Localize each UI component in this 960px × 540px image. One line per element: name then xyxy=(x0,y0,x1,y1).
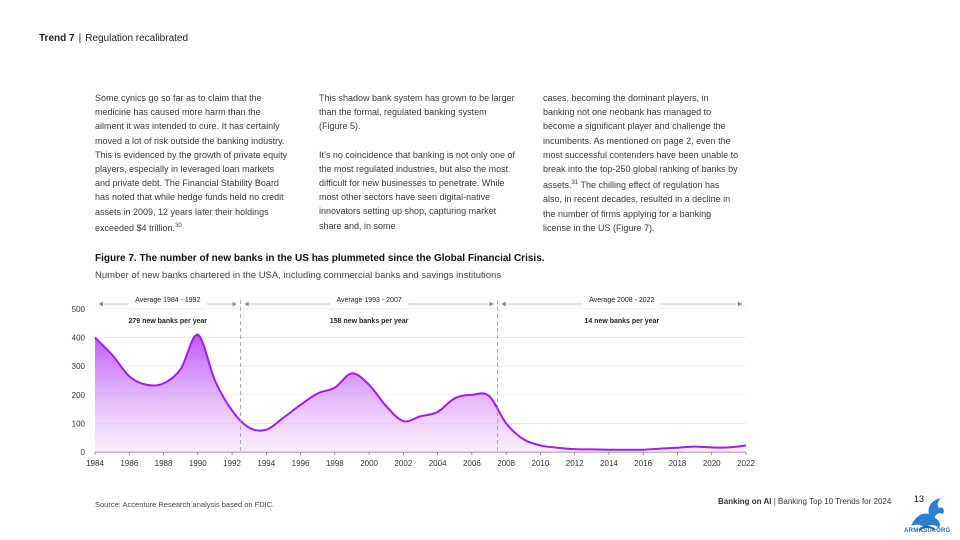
x-tick-label: 2022 xyxy=(737,459,755,468)
x-tick-label: 1988 xyxy=(155,459,173,468)
figure-subtitle: Number of new banks chartered in the USA… xyxy=(95,270,502,281)
footnote-30: 30 xyxy=(175,222,182,229)
col1-text: Some cynics go so far as to claim that t… xyxy=(95,93,288,233)
trend-label: Trend 7 xyxy=(39,33,75,44)
footer-doc-title: Banking Top 10 Trends for 2024 xyxy=(778,497,892,506)
page-header: Trend 7 | Regulation recalibrated xyxy=(39,33,188,44)
x-tick-label: 1990 xyxy=(189,459,207,468)
period-label-bg xyxy=(582,295,661,305)
period-arrow-left xyxy=(99,301,103,307)
period-average-value: 14 new banks per year xyxy=(584,318,659,325)
period-label: Average 2008 - 2022 xyxy=(589,297,654,304)
y-tick-label: 400 xyxy=(72,334,86,343)
x-tick-label: 1986 xyxy=(120,459,138,468)
x-tick-label: 2006 xyxy=(463,459,481,468)
text-column-2: This shadow bank system has grown to be … xyxy=(319,91,515,249)
footer: Banking on AI | Banking Top 10 Trends fo… xyxy=(718,497,891,506)
x-tick-label: 2002 xyxy=(394,459,412,468)
x-tick-label: 1996 xyxy=(292,459,310,468)
dragon-logo-icon xyxy=(911,498,944,531)
period-label: Average 1984 - 1992 xyxy=(135,297,200,304)
period-arrow-right xyxy=(738,301,742,307)
y-tick-label: 300 xyxy=(72,362,86,371)
figure-title: Figure 7. The number of new banks in the… xyxy=(95,253,545,264)
period-arrow-right xyxy=(232,301,237,307)
period-label-bg xyxy=(128,295,208,305)
trend-title: Regulation recalibrated xyxy=(85,33,189,44)
x-tick-label: 2016 xyxy=(634,459,652,468)
y-tick-label: 100 xyxy=(72,419,86,428)
text-column-1: Some cynics go so far as to claim that t… xyxy=(95,91,291,249)
x-tick-label: 1998 xyxy=(326,459,344,468)
period-arrow-left xyxy=(244,301,249,307)
x-tick-label: 2008 xyxy=(497,459,515,468)
y-tick-label: 500 xyxy=(72,305,86,314)
series-area xyxy=(95,334,746,452)
period-label: Average 1993 - 2007 xyxy=(336,297,401,304)
x-tick-label: 2020 xyxy=(703,459,721,468)
x-tick-label: 2018 xyxy=(669,459,687,468)
col3-text-a: cases, becoming the dominant players, in… xyxy=(543,93,739,191)
col2-paragraph-1: This shadow bank system has grown to be … xyxy=(319,93,515,132)
new-banks-area-chart: 0 100 200 300 400 500 1984 1986 1988 1990 1992 199… xyxy=(72,295,755,468)
x-tick-label: 1994 xyxy=(257,459,275,468)
x-axis: 1984 1986 1988 1990 1992 1994 1996 1998 2000 2002… xyxy=(86,452,755,468)
plot-area xyxy=(94,333,747,452)
footer-separator: | xyxy=(773,497,776,506)
source-note: Source: Accenture Research analysis base… xyxy=(95,500,275,509)
x-tick-label: 2014 xyxy=(600,459,618,468)
body-columns: Some cynics go so far as to claim that t… xyxy=(95,91,767,249)
col3-text-b: The chilling effect of regulation has al… xyxy=(543,180,731,233)
x-tick-label: 2012 xyxy=(566,459,584,468)
y-tick-label: 200 xyxy=(72,391,86,400)
period-label-bg xyxy=(329,295,409,305)
period-annotations: Average 1984 - 1992 279 new banks per yea… xyxy=(99,295,742,452)
x-tick-label: 2000 xyxy=(360,459,378,468)
text-column-3: cases, becoming the dominant players, in… xyxy=(543,91,739,249)
header-separator: | xyxy=(78,33,82,44)
y-tick-label: 0 xyxy=(81,448,86,457)
page-number: 13 xyxy=(914,494,925,504)
period-arrow-right xyxy=(489,301,494,307)
period-average-value: 158 new banks per year xyxy=(330,318,409,325)
x-tick-label: 1984 xyxy=(86,459,104,468)
watermark-text: ARMASIA.ORG xyxy=(904,528,951,534)
x-tick-label: 1992 xyxy=(223,459,241,468)
footnote-31: 31 xyxy=(571,180,579,187)
x-tick-label: 2010 xyxy=(532,459,550,468)
footer-brand: Banking on AI xyxy=(718,497,772,506)
period-arrow-left xyxy=(501,301,506,307)
series-line xyxy=(94,333,747,451)
x-tick-label: 2004 xyxy=(429,459,447,468)
col2-paragraph-2: It’s no coincidence that banking is not … xyxy=(319,149,515,231)
period-average-value: 279 new banks per year xyxy=(129,318,208,325)
